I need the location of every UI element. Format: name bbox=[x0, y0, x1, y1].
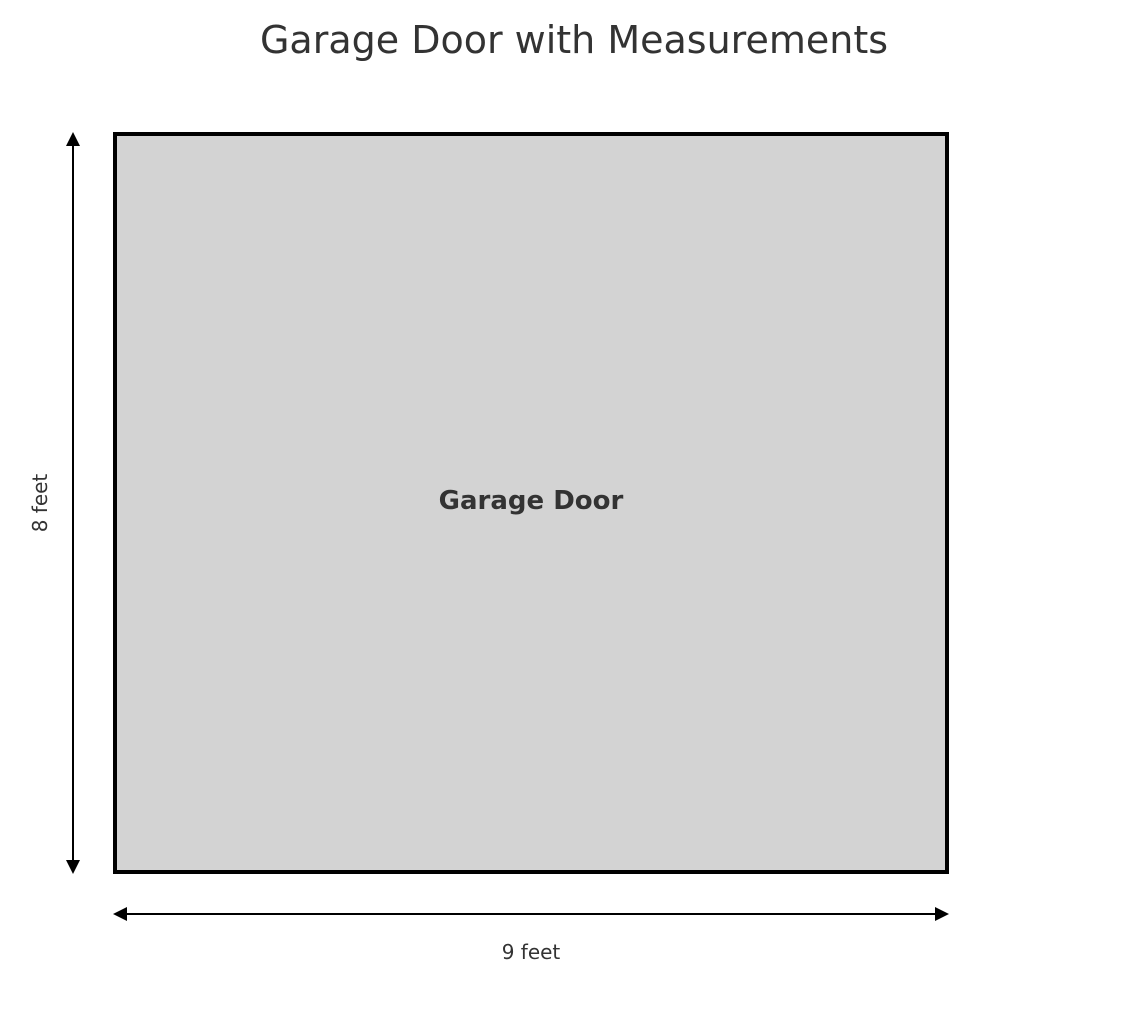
x-arrow-head-left bbox=[113, 907, 127, 921]
diagram-title: Garage Door with Measurements bbox=[0, 18, 1148, 62]
y-arrow-head-top bbox=[66, 132, 80, 146]
x-arrow-head-right bbox=[935, 907, 949, 921]
y-dimension-label: 8 feet bbox=[28, 132, 52, 874]
x-dimension-label: 9 feet bbox=[113, 940, 949, 964]
y-dimension-arrow bbox=[66, 132, 80, 874]
garage-door-label: Garage Door bbox=[113, 486, 949, 516]
y-arrow-head-bottom bbox=[66, 860, 80, 874]
diagram-canvas: Garage Door with Measurements Garage Doo… bbox=[0, 0, 1148, 1014]
x-dimension-arrow bbox=[113, 907, 949, 921]
